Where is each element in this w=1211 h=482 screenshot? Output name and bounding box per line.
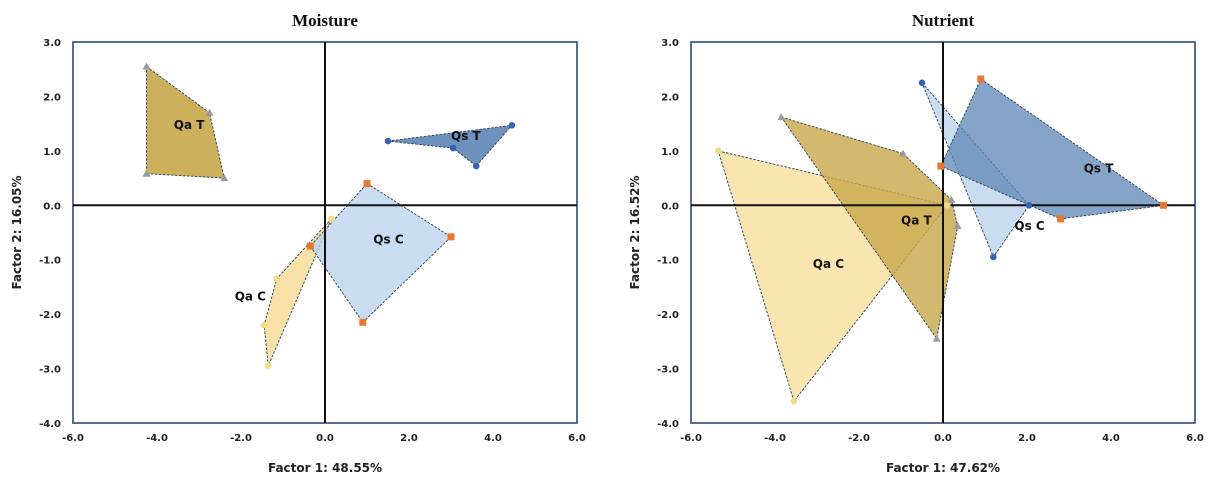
- x-tick-label: 0.0: [934, 433, 952, 444]
- y-tick-label: -1.0: [657, 256, 679, 267]
- point-qa-t: [777, 113, 786, 121]
- polygon-qa-t: [780, 116, 959, 340]
- y-tick-label: -1.0: [39, 256, 61, 267]
- group-label: Qs T: [1084, 162, 1115, 176]
- x-tick-label: -6.0: [680, 433, 702, 444]
- chart-title: Nutrient: [912, 11, 975, 30]
- x-tick-label: 4.0: [484, 433, 502, 444]
- group-label: Qa T: [174, 118, 205, 132]
- y-tick-label: -2.0: [657, 310, 679, 321]
- y-tick-label: 3.0: [43, 38, 61, 49]
- point-qs-t: [472, 162, 480, 170]
- y-axis-label: Factor 2: 16.52%: [628, 175, 642, 289]
- point-qa-c: [943, 201, 951, 209]
- point-qs-c: [918, 79, 926, 87]
- point-qa-c: [273, 275, 281, 283]
- point-qa-t: [205, 108, 214, 116]
- group-label: Qs T: [451, 129, 482, 143]
- point-qa-c: [715, 147, 722, 155]
- y-tick-label: -3.0: [39, 365, 61, 376]
- y-tick-label: -2.0: [39, 310, 61, 321]
- point-qs-c: [363, 180, 371, 188]
- point-qa-t: [142, 62, 151, 70]
- group-label: Qa T: [901, 213, 932, 227]
- x-axis-label: Factor 1: 48.55%: [268, 461, 382, 475]
- polygon-qs-t: [387, 124, 514, 167]
- point-qa-t: [932, 334, 941, 342]
- group-label: Qa C: [235, 290, 266, 304]
- y-tick-label: -4.0: [39, 419, 61, 430]
- group-label: Qa C: [813, 257, 844, 271]
- point-qs-t: [1057, 215, 1065, 223]
- chart-title: Moisture: [292, 11, 358, 30]
- point-qs-c: [306, 242, 314, 250]
- point-qs-t: [508, 121, 516, 129]
- chart-moisture: Qa TQa CQs CQs T-6.0 -4.0 -2.0 0.0 2.0 4.0 6.0…: [10, 11, 586, 475]
- point-qa-c: [328, 215, 335, 223]
- point-qs-c: [990, 253, 997, 261]
- point-qa-t: [953, 221, 962, 229]
- x-tick-label: 2.0: [1018, 433, 1036, 444]
- x-tick-label: -2.0: [848, 433, 870, 444]
- y-tick-label: 2.0: [661, 92, 679, 103]
- point-qs-t: [1160, 201, 1167, 209]
- point-qa-c: [265, 362, 272, 370]
- point-qa-t: [142, 169, 151, 177]
- x-tick-label: 4.0: [1102, 433, 1120, 444]
- y-tick-label: 1.0: [43, 147, 61, 158]
- x-tick-label: -4.0: [146, 433, 168, 444]
- x-tick-label: 2.0: [400, 433, 418, 444]
- y-tick-label: 1.0: [661, 147, 679, 158]
- point-qa-c: [260, 321, 268, 329]
- chart-nutrient: Qa CQa T Qs CQs T-6.0 -4.0 -2.0 0.0 2.0 4.0 6.0…: [628, 11, 1204, 475]
- point-qa-c: [790, 397, 798, 405]
- point-qs-t: [449, 144, 457, 152]
- x-tick-label: -2.0: [230, 433, 252, 444]
- x-tick-label: 0.0: [316, 433, 334, 444]
- x-tick-label: 6.0: [568, 433, 586, 444]
- x-axis-label: Factor 1: 47.62%: [886, 461, 1000, 475]
- y-tick-label: -4.0: [657, 419, 679, 430]
- y-tick-label: 3.0: [661, 38, 679, 49]
- point-qs-c: [359, 318, 367, 326]
- point-qa-t: [220, 174, 229, 182]
- group-label: Qs C: [373, 232, 404, 246]
- point-qs-c: [1025, 201, 1033, 209]
- y-tick-label: 0.0: [43, 201, 61, 212]
- point-qs-t: [937, 162, 945, 170]
- x-tick-label: -4.0: [764, 433, 786, 444]
- point-qs-t: [977, 75, 985, 83]
- group-label: Qs C: [1014, 219, 1045, 233]
- point-qa-t: [899, 149, 908, 157]
- x-tick-label: 6.0: [1186, 433, 1204, 444]
- point-qs-c: [447, 233, 455, 241]
- point-qs-t: [384, 137, 392, 145]
- y-tick-label: 2.0: [43, 92, 61, 103]
- y-axis-label: Factor 2: 16.05%: [10, 175, 24, 289]
- y-tick-label: 0.0: [661, 201, 679, 212]
- y-tick-label: -3.0: [657, 365, 679, 376]
- x-tick-label: -6.0: [62, 433, 84, 444]
- point-qa-t: [947, 195, 956, 203]
